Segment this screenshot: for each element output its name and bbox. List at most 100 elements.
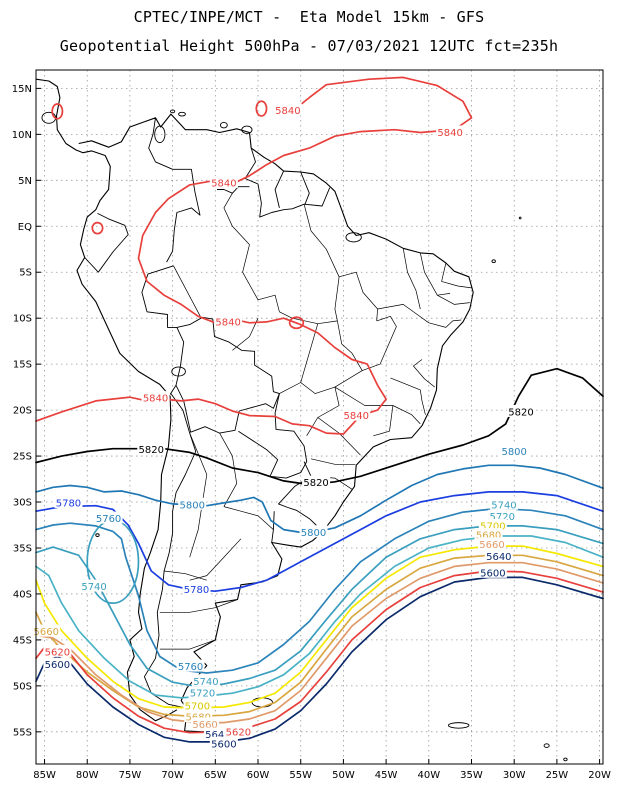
x-tick-label: 85W <box>33 770 56 781</box>
contour-label-bg <box>183 699 212 712</box>
contour-label-5760: 5760 <box>96 514 121 525</box>
contour-label-bg <box>273 103 302 116</box>
closed-contour-5840 <box>288 316 305 330</box>
state-border <box>242 244 280 312</box>
state-border <box>223 506 274 530</box>
contour-label-5640: 5640 <box>205 730 230 741</box>
state-border <box>189 501 203 558</box>
country-border <box>274 170 285 209</box>
state-border <box>445 319 462 328</box>
y-tick-label: 25S <box>13 452 32 463</box>
state-border <box>437 294 470 305</box>
island-outline <box>543 743 550 748</box>
y-tick-label: 30S <box>13 498 32 509</box>
contour-5800 <box>35 464 604 534</box>
model-title: CPTEC/INPE/MCT - Eta Model 15km - GFS <box>133 8 485 26</box>
contour-label-bg <box>43 644 72 657</box>
y-tick-label: 5S <box>19 268 32 279</box>
y-tick-label: 40S <box>13 589 32 600</box>
contour-label-5620: 5620 <box>45 647 70 658</box>
island-outline <box>518 216 522 220</box>
contour-label-5600: 5600 <box>45 660 70 671</box>
y-tick-label: 20S <box>13 406 32 417</box>
contour-label-bg <box>182 582 211 595</box>
contour-label-bg <box>80 579 109 592</box>
state-border <box>334 320 363 388</box>
state-border <box>441 262 472 289</box>
island-outline <box>241 125 253 134</box>
contour-label-5840: 5840 <box>343 411 368 422</box>
contour-label-5620: 5620 <box>226 727 251 738</box>
contour-label-5820: 5820 <box>303 478 328 489</box>
contour-label-bg <box>209 736 238 749</box>
island-outline <box>95 533 100 537</box>
contour-label-5760: 5760 <box>178 662 203 673</box>
state-border <box>164 570 207 581</box>
x-tick-label: 55W <box>289 770 312 781</box>
x-tick-label: 30W <box>503 770 526 781</box>
contour-label-5720: 5720 <box>490 512 515 523</box>
contour-label-5600: 5600 <box>211 739 236 750</box>
state-border <box>373 405 394 437</box>
state-border <box>390 377 426 415</box>
island-outline <box>219 121 228 129</box>
contour-label-5660: 5660 <box>192 720 217 731</box>
contour-label-bg <box>478 518 507 531</box>
country-border <box>175 316 280 434</box>
state-border <box>300 382 340 436</box>
y-tick-label: 15S <box>13 360 32 371</box>
country-border <box>84 212 129 273</box>
y-tick-label: EQ <box>18 222 32 233</box>
state-border <box>377 304 446 328</box>
contour-label-5700: 5700 <box>185 702 210 713</box>
state-border <box>310 458 356 465</box>
contour-label-bg <box>32 624 61 637</box>
closed-contour-5840 <box>91 221 104 235</box>
state-border <box>173 265 202 318</box>
contour-label-bg <box>224 724 253 737</box>
contour-label-5680: 5680 <box>476 531 501 542</box>
x-tick-label: 80W <box>76 770 99 781</box>
country-border <box>143 393 197 709</box>
state-border <box>232 318 259 351</box>
island-outline <box>170 109 176 114</box>
island-outline <box>345 232 362 243</box>
contour-label-bg <box>188 686 217 699</box>
chart-header: CPTEC/INPE/MCT - Eta Model 15km - GFS Ge… <box>0 0 618 64</box>
contour-label-5700: 5700 <box>480 521 505 532</box>
contour-label-5840: 5840 <box>275 106 300 117</box>
contour-label-bg <box>178 497 207 510</box>
contour-label-bg <box>477 537 506 550</box>
contour-label-5840: 5840 <box>211 179 236 190</box>
y-tick-label: 50S <box>13 681 32 692</box>
contour-label-5780: 5780 <box>56 498 81 509</box>
contour-label-5800: 5800 <box>301 528 326 539</box>
state-border <box>279 311 338 325</box>
state-border <box>362 315 397 371</box>
contour-label-5800: 5800 <box>501 447 526 458</box>
y-tick-label: 15N <box>12 84 32 95</box>
island-outline <box>563 757 568 762</box>
contour-label-5820: 5820 <box>139 445 164 456</box>
state-border <box>413 359 436 388</box>
state-border <box>402 248 421 310</box>
contour-label-bg <box>507 404 536 417</box>
contour-label-bg <box>500 444 529 457</box>
contour-label-5800: 5800 <box>180 500 205 511</box>
coastline <box>78 113 474 709</box>
contour-5600 <box>35 576 604 743</box>
contour-label-5600: 5600 <box>480 568 505 579</box>
contour-5760 <box>35 507 604 674</box>
contour-label-bg <box>478 565 507 578</box>
contour-label-5740: 5740 <box>193 677 218 688</box>
x-tick-label: 70W <box>161 770 184 781</box>
x-tick-label: 60W <box>247 770 270 781</box>
map-frame <box>35 69 604 765</box>
contour-label-bg <box>342 408 371 421</box>
contour-label-5820: 5820 <box>508 407 533 418</box>
x-tick-label: 50W <box>332 770 355 781</box>
x-tick-label: 20W <box>588 770 611 781</box>
field-title: Geopotential Height 500hPa - 07/03/2021 … <box>59 37 559 55</box>
y-tick-label: 5N <box>18 176 32 187</box>
